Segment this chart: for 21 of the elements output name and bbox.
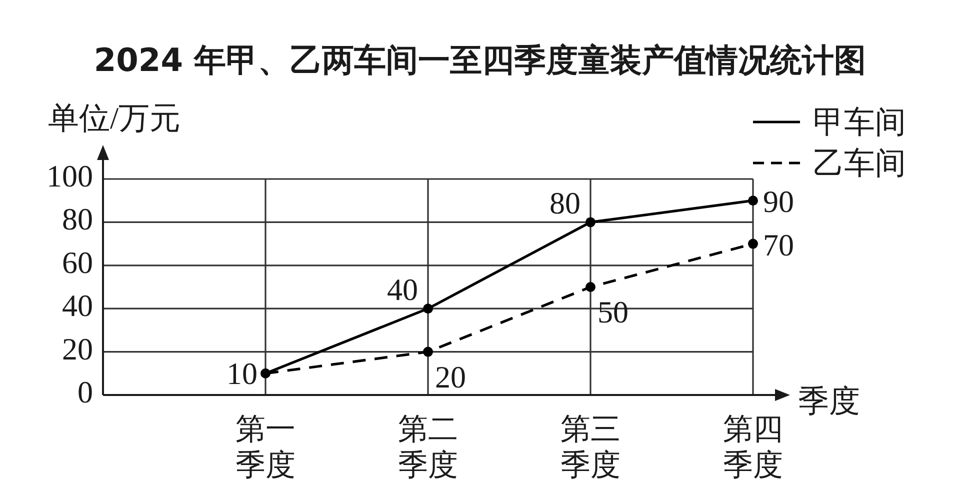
ytick: 100: [46, 158, 93, 194]
ylabel: 单位/万元: [48, 100, 181, 136]
legend-label: 乙车间: [813, 146, 906, 180]
xtick: 第四季度: [723, 412, 783, 482]
title: 2024 年甲、乙两车间一至四季度童装产值情况统计图: [94, 41, 866, 79]
value-label: 80: [550, 186, 580, 221]
value-label: 10: [226, 356, 258, 391]
xtick: 第二季度: [398, 412, 458, 482]
value-label: 20: [435, 359, 466, 394]
value-label: 40: [387, 272, 418, 308]
ytick: 60: [62, 244, 93, 280]
xlabel: 季度: [798, 384, 860, 418]
ytick: 40: [62, 288, 93, 324]
xtick: 第三季度: [560, 412, 620, 482]
ytick: 80: [62, 202, 93, 237]
xtick: 第一 季度: [236, 412, 296, 482]
value-label: 70: [763, 227, 794, 262]
ytick: 0: [78, 374, 93, 410]
legend-label: 甲车间: [813, 104, 906, 140]
value-label: 90: [763, 184, 794, 220]
ytick: 20: [62, 331, 93, 366]
